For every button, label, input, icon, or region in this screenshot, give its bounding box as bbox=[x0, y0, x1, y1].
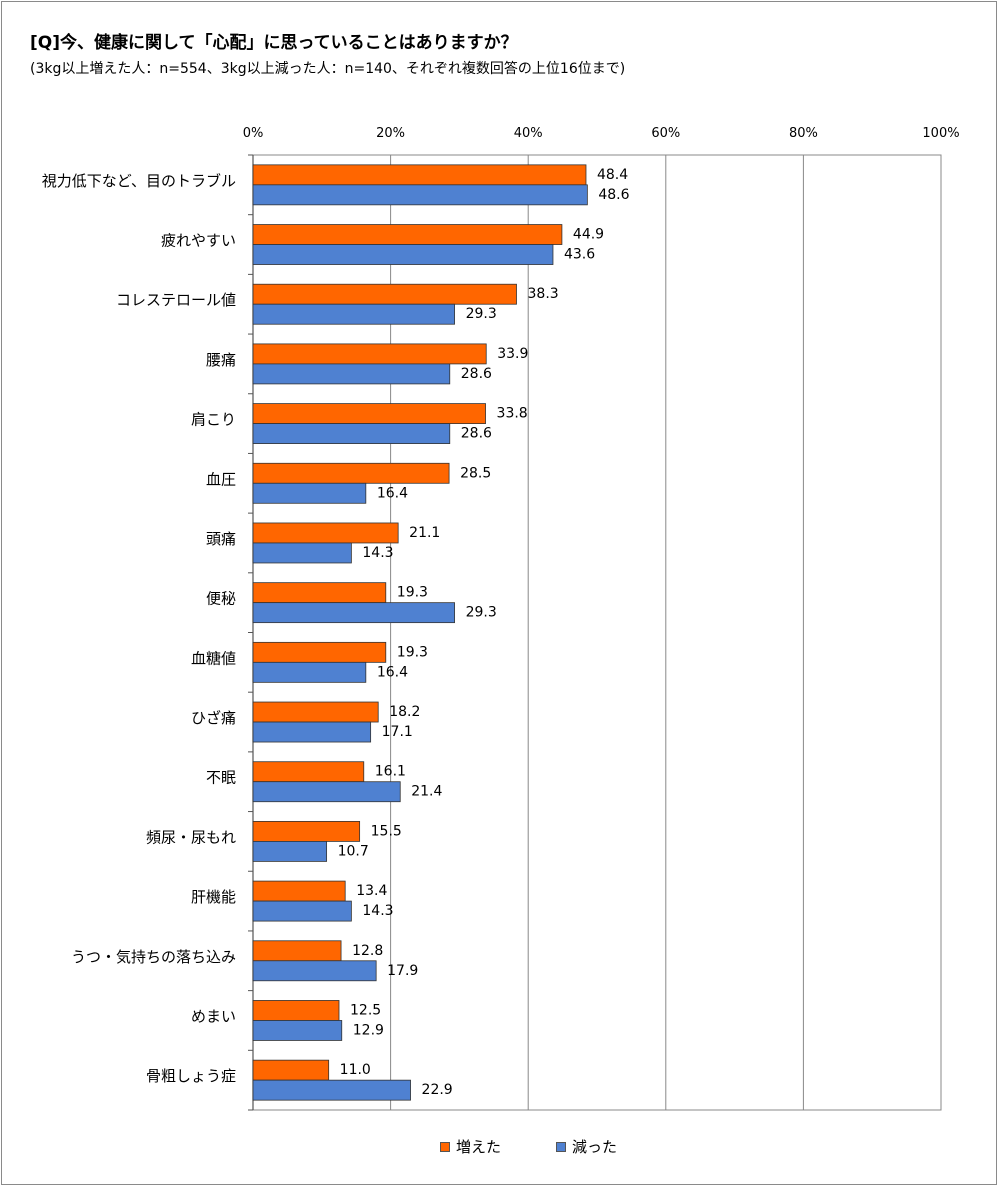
data-label-increased: 15.5 bbox=[371, 823, 402, 839]
data-label-increased: 33.8 bbox=[497, 406, 528, 422]
bar-decreased bbox=[252, 184, 588, 206]
category-label: うつ・気持ちの落ち込み bbox=[71, 948, 236, 966]
bar-decreased bbox=[252, 423, 451, 444]
data-label-decreased: 14.3 bbox=[362, 545, 393, 561]
legend-swatch-increased bbox=[440, 1141, 450, 1152]
data-label-decreased: 22.9 bbox=[422, 1082, 453, 1098]
category-label: 血糖値 bbox=[191, 649, 236, 667]
bar-increased bbox=[252, 164, 587, 186]
legend-item-decreased: 減った bbox=[556, 1136, 617, 1157]
category-label: 血圧 bbox=[206, 470, 236, 488]
category-label: めまい bbox=[191, 1007, 236, 1025]
data-label-decreased: 17.9 bbox=[387, 963, 418, 979]
data-label-increased: 44.9 bbox=[573, 227, 604, 243]
bar-increased bbox=[252, 224, 563, 245]
bar-decreased bbox=[252, 1020, 343, 1041]
bar-decreased bbox=[252, 244, 554, 265]
x-tick-label: 80% bbox=[789, 126, 818, 141]
data-label-decreased: 29.3 bbox=[466, 306, 497, 322]
bar-decreased bbox=[252, 602, 455, 624]
x-tick-label: 100% bbox=[922, 126, 959, 141]
bar-decreased bbox=[252, 960, 377, 982]
bar-increased bbox=[252, 462, 450, 484]
bar-increased bbox=[252, 582, 387, 604]
bar-increased bbox=[252, 821, 361, 842]
data-label-increased: 18.2 bbox=[389, 704, 420, 720]
data-label-decreased: 14.3 bbox=[362, 903, 393, 919]
x-tick-label: 0% bbox=[243, 126, 264, 141]
chart-title: [Q]今、健康に関して「心配」に思っていることはありますか？ bbox=[30, 33, 518, 53]
data-label-increased: 19.3 bbox=[397, 585, 428, 601]
legend: 増えた 減った bbox=[0, 1136, 1000, 1160]
bar-increased bbox=[252, 522, 399, 544]
data-label-decreased: 28.6 bbox=[461, 426, 492, 442]
bar-decreased bbox=[252, 482, 367, 504]
bar-increased bbox=[252, 701, 379, 723]
category-label: 頭痛 bbox=[206, 530, 236, 548]
bar-increased bbox=[252, 283, 517, 305]
category-label: 疲れやすい bbox=[161, 232, 236, 250]
category-label: 骨粗しょう症 bbox=[146, 1067, 236, 1085]
category-label: 腰痛 bbox=[206, 351, 236, 369]
data-label-decreased: 43.6 bbox=[564, 247, 595, 263]
category-label: 便秘 bbox=[206, 590, 236, 608]
bar-increased bbox=[252, 343, 487, 365]
category-label: 肝機能 bbox=[191, 888, 236, 906]
category-label: コレステロール値 bbox=[116, 291, 236, 309]
legend-item-increased: 増えた bbox=[440, 1136, 501, 1157]
x-tick-label: 40% bbox=[514, 126, 543, 141]
bar-increased bbox=[252, 1000, 340, 1021]
data-label-increased: 38.3 bbox=[528, 286, 559, 302]
data-label-decreased: 48.6 bbox=[598, 187, 629, 203]
category-label: 肩こり bbox=[191, 411, 236, 429]
data-label-decreased: 29.3 bbox=[466, 605, 497, 621]
data-label-increased: 11.0 bbox=[340, 1062, 371, 1078]
data-label-increased: 48.4 bbox=[597, 167, 628, 183]
bar-increased bbox=[252, 403, 486, 424]
bar-decreased bbox=[252, 900, 352, 922]
chart-subtitle: (3kg以上増えた人：n=554、3kg以上減った人：n=140、それぞれ複数回… bbox=[30, 61, 626, 77]
bar-decreased bbox=[252, 542, 352, 564]
bar-increased bbox=[252, 641, 387, 663]
data-label-decreased: 17.1 bbox=[382, 724, 413, 740]
bar-decreased bbox=[252, 303, 455, 325]
data-label-decreased: 16.4 bbox=[377, 485, 408, 501]
bar-decreased bbox=[252, 841, 328, 862]
data-label-increased: 16.1 bbox=[375, 764, 406, 780]
data-label-increased: 28.5 bbox=[460, 465, 491, 481]
data-label-decreased: 12.9 bbox=[353, 1022, 384, 1038]
x-tick-label: 60% bbox=[651, 126, 680, 141]
category-label: 頻尿・尿もれ bbox=[146, 828, 236, 846]
x-tick-label: 20% bbox=[376, 126, 405, 141]
data-label-increased: 12.5 bbox=[350, 1002, 381, 1018]
data-label-decreased: 28.6 bbox=[461, 366, 492, 382]
bar-increased bbox=[252, 761, 365, 783]
bar-decreased bbox=[252, 1079, 411, 1101]
category-label: 視力低下など、目のトラブル bbox=[42, 172, 236, 190]
data-label-increased: 33.9 bbox=[497, 346, 528, 362]
data-label-decreased: 16.4 bbox=[377, 664, 408, 680]
data-label-increased: 12.8 bbox=[352, 943, 383, 959]
bar-decreased bbox=[252, 661, 367, 683]
legend-label-decreased: 減った bbox=[572, 1138, 618, 1156]
data-label-increased: 13.4 bbox=[356, 883, 387, 899]
bar-decreased bbox=[252, 721, 372, 743]
bar-increased bbox=[252, 880, 346, 902]
category-label: ひざ痛 bbox=[191, 709, 236, 727]
data-label-decreased: 10.7 bbox=[338, 843, 369, 859]
legend-label-increased: 増えた bbox=[456, 1138, 502, 1156]
data-label-increased: 21.1 bbox=[409, 525, 440, 541]
bar-decreased bbox=[252, 363, 451, 385]
bar-increased bbox=[252, 940, 342, 962]
category-label: 不眠 bbox=[206, 769, 236, 787]
legend-swatch-decreased bbox=[556, 1141, 566, 1152]
data-label-increased: 19.3 bbox=[397, 644, 428, 660]
bar-increased bbox=[252, 1059, 330, 1081]
data-label-decreased: 21.4 bbox=[411, 784, 442, 800]
bar-decreased bbox=[252, 781, 401, 803]
